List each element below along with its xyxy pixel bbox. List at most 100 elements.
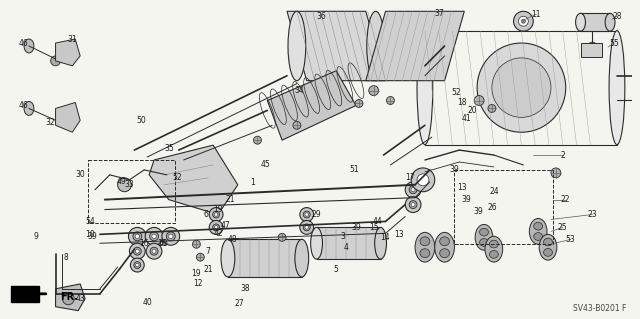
Circle shape [488, 105, 496, 112]
Text: 20: 20 [467, 106, 477, 115]
Circle shape [193, 240, 200, 248]
Ellipse shape [374, 227, 387, 259]
Circle shape [417, 174, 429, 186]
Text: 44: 44 [372, 217, 383, 226]
Text: 35: 35 [164, 144, 173, 152]
Text: 28: 28 [612, 12, 621, 21]
Bar [228, 239, 302, 277]
Text: 19: 19 [191, 270, 201, 278]
Circle shape [166, 232, 175, 241]
Text: 4: 4 [344, 243, 349, 252]
Text: 39: 39 [473, 207, 483, 216]
Circle shape [303, 211, 310, 218]
Circle shape [129, 227, 146, 245]
Ellipse shape [534, 233, 543, 241]
Circle shape [63, 293, 74, 305]
Ellipse shape [417, 31, 433, 145]
Polygon shape [56, 39, 80, 66]
Text: 13: 13 [458, 183, 467, 192]
Ellipse shape [529, 219, 547, 244]
Ellipse shape [539, 234, 557, 260]
Text: 25: 25 [558, 223, 568, 232]
Polygon shape [366, 11, 464, 81]
Circle shape [411, 188, 415, 192]
Circle shape [405, 197, 421, 212]
Text: 39: 39 [461, 195, 471, 204]
Circle shape [168, 234, 173, 239]
Ellipse shape [221, 239, 235, 277]
Text: 13: 13 [394, 230, 404, 239]
Text: 46: 46 [18, 39, 28, 48]
Text: 21: 21 [225, 195, 235, 204]
Circle shape [212, 211, 220, 218]
Circle shape [134, 262, 141, 269]
Text: 38: 38 [241, 284, 250, 293]
Ellipse shape [479, 228, 488, 236]
Circle shape [162, 227, 180, 245]
Circle shape [214, 226, 218, 229]
Text: 39: 39 [351, 223, 361, 232]
Circle shape [150, 247, 158, 255]
Circle shape [145, 227, 163, 245]
Circle shape [133, 247, 141, 255]
Text: 14: 14 [381, 233, 390, 242]
Ellipse shape [367, 11, 385, 81]
Text: 23: 23 [588, 210, 597, 219]
Text: 43: 43 [76, 294, 85, 303]
Text: 47: 47 [221, 221, 231, 230]
Text: 26: 26 [487, 203, 497, 212]
Ellipse shape [420, 237, 430, 246]
Text: 42: 42 [213, 229, 223, 238]
Circle shape [51, 56, 61, 66]
Ellipse shape [415, 232, 435, 262]
Circle shape [303, 224, 310, 231]
Text: 36: 36 [317, 12, 326, 21]
Circle shape [152, 234, 156, 239]
Circle shape [411, 203, 415, 207]
Bar [88, 160, 175, 223]
Polygon shape [56, 284, 85, 311]
Circle shape [409, 186, 417, 194]
Ellipse shape [440, 237, 449, 246]
Text: 1: 1 [250, 178, 255, 187]
Bar [317, 227, 381, 259]
Text: 52: 52 [452, 88, 461, 97]
Ellipse shape [543, 249, 552, 256]
Circle shape [409, 201, 417, 209]
Circle shape [214, 213, 218, 216]
Text: 39: 39 [449, 166, 460, 174]
Ellipse shape [435, 232, 454, 262]
Circle shape [513, 11, 533, 31]
Text: 2: 2 [561, 151, 565, 160]
Ellipse shape [605, 13, 615, 31]
Polygon shape [149, 145, 238, 214]
Circle shape [152, 249, 156, 253]
Circle shape [133, 232, 141, 241]
Text: 12: 12 [194, 279, 203, 288]
Circle shape [588, 42, 596, 50]
Text: 32: 32 [46, 118, 56, 127]
Circle shape [551, 168, 561, 178]
Ellipse shape [490, 250, 499, 258]
Text: FR.: FR. [61, 292, 79, 302]
Polygon shape [287, 11, 385, 81]
Text: 22: 22 [560, 195, 570, 204]
Circle shape [196, 253, 204, 261]
Text: 51: 51 [349, 166, 359, 174]
Circle shape [209, 208, 223, 221]
Circle shape [518, 16, 528, 26]
Text: 48: 48 [228, 235, 237, 244]
Circle shape [293, 121, 301, 129]
Text: 18: 18 [458, 98, 467, 107]
Text: 7: 7 [206, 247, 211, 256]
Text: 53: 53 [566, 235, 575, 244]
Text: 37: 37 [435, 9, 445, 18]
Text: 24: 24 [489, 187, 499, 196]
Text: 8: 8 [63, 253, 68, 262]
Circle shape [135, 234, 140, 239]
Circle shape [150, 232, 159, 241]
Text: 17: 17 [405, 173, 415, 182]
Circle shape [212, 224, 220, 231]
Text: 55: 55 [609, 39, 619, 48]
Circle shape [405, 182, 421, 198]
